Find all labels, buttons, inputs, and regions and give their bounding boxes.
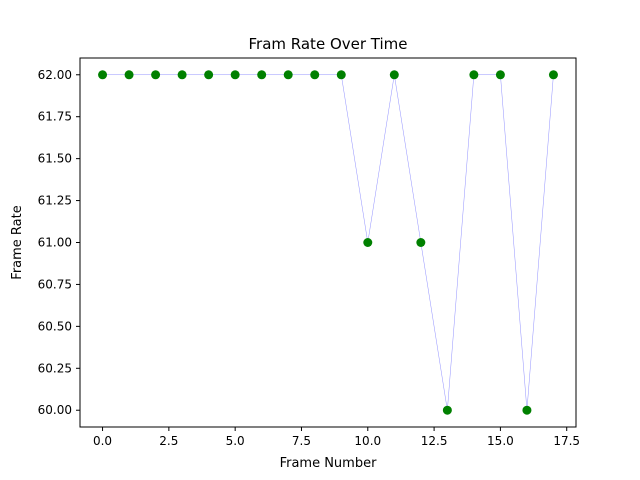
y-tick-label: 61.50 bbox=[38, 152, 72, 166]
data-point bbox=[548, 70, 558, 80]
x-tick-label: 17.5 bbox=[553, 434, 580, 448]
y-tick-label: 61.75 bbox=[38, 110, 72, 124]
y-axis-label: Frame Rate bbox=[10, 205, 25, 279]
data-point bbox=[230, 70, 240, 80]
data-point bbox=[363, 238, 373, 247]
y-tick-label: 61.25 bbox=[38, 194, 72, 208]
data-point bbox=[416, 238, 426, 247]
x-axis-ticks: 0.0 2.5 5.0 7.5 10.0 12.5 15.0 17.5 bbox=[93, 427, 580, 448]
data-point bbox=[495, 70, 505, 80]
y-tick-label: 61.00 bbox=[38, 236, 72, 250]
x-tick-label: 12.5 bbox=[421, 434, 448, 448]
data-point bbox=[124, 70, 134, 80]
plot-frame bbox=[79, 57, 577, 428]
x-tick-label: 2.5 bbox=[159, 434, 178, 448]
data-point bbox=[151, 70, 161, 80]
y-axis-ticks: 60.00 60.25 60.50 60.75 61.00 61.25 61.50 61.75… bbox=[38, 68, 80, 417]
y-tick-label: 60.00 bbox=[38, 403, 72, 417]
plot-area bbox=[80, 58, 576, 427]
data-point bbox=[283, 70, 293, 80]
data-point bbox=[442, 405, 452, 415]
y-tick-label: 62.00 bbox=[38, 68, 72, 82]
y-tick-label: 60.50 bbox=[38, 319, 72, 333]
chart-title: Fram Rate Over Time bbox=[249, 35, 408, 53]
series-layer bbox=[98, 70, 558, 415]
data-point bbox=[469, 70, 479, 80]
x-tick-label: 7.5 bbox=[292, 434, 311, 448]
data-point bbox=[522, 405, 532, 415]
data-point bbox=[98, 70, 108, 80]
x-tick-label: 15.0 bbox=[487, 434, 514, 448]
x-axis-label: Frame Number bbox=[280, 456, 378, 471]
data-point bbox=[177, 70, 187, 80]
y-tick-label: 60.25 bbox=[38, 361, 72, 375]
y-tick-label: 60.75 bbox=[38, 277, 72, 291]
data-point bbox=[310, 70, 320, 80]
x-tick-label: 5.0 bbox=[226, 434, 245, 448]
data-point bbox=[389, 70, 399, 80]
data-point bbox=[257, 70, 267, 80]
x-tick-label: 10.0 bbox=[354, 434, 381, 448]
data-point bbox=[204, 70, 214, 80]
data-point bbox=[336, 70, 346, 80]
x-tick-label: 0.0 bbox=[93, 434, 112, 448]
